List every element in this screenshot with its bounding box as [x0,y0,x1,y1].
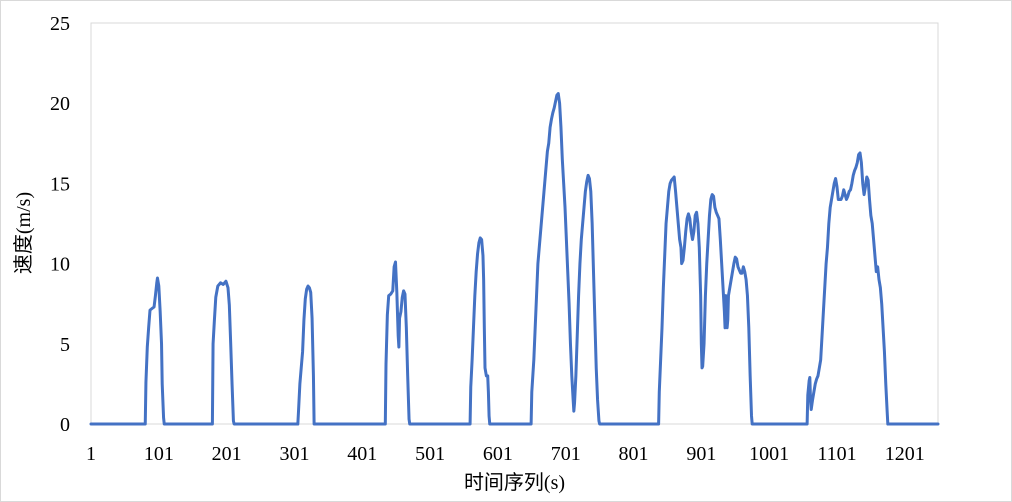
x-tick-label: 1101 [817,443,856,465]
y-tick-label: 20 [50,93,70,115]
x-tick-label: 301 [279,443,309,465]
x-tick-label: 1001 [749,443,789,465]
y-tick-label: 5 [60,334,70,356]
x-tick-label: 201 [212,443,242,465]
x-tick-label: 1201 [885,443,925,465]
x-tick-labels: 1 101 201 301 401 501 601 701 801 901 1001 1101 1201 [86,443,925,465]
y-tick-label: 10 [50,254,70,276]
y-tick-label: 0 [60,414,70,436]
x-axis-title: 时间序列(s) [464,471,565,494]
x-tick-label: 901 [686,443,716,465]
y-tick-label: 25 [50,13,70,35]
y-tick-labels: 0 5 10 15 20 25 [50,13,70,436]
x-tick-label: 1 [86,443,96,465]
x-tick-label: 401 [347,443,377,465]
y-axis-title: 速度(m/s) [12,192,35,274]
x-tick-label: 601 [483,443,513,465]
series-group [89,92,940,426]
y-tick-label: 15 [50,173,70,195]
x-tick-label: 501 [415,443,445,465]
x-tick-label: 101 [144,443,174,465]
plot-area [90,22,939,425]
x-tick-label: 701 [551,443,581,465]
series-line [89,92,940,426]
x-tick-label: 801 [619,443,649,465]
